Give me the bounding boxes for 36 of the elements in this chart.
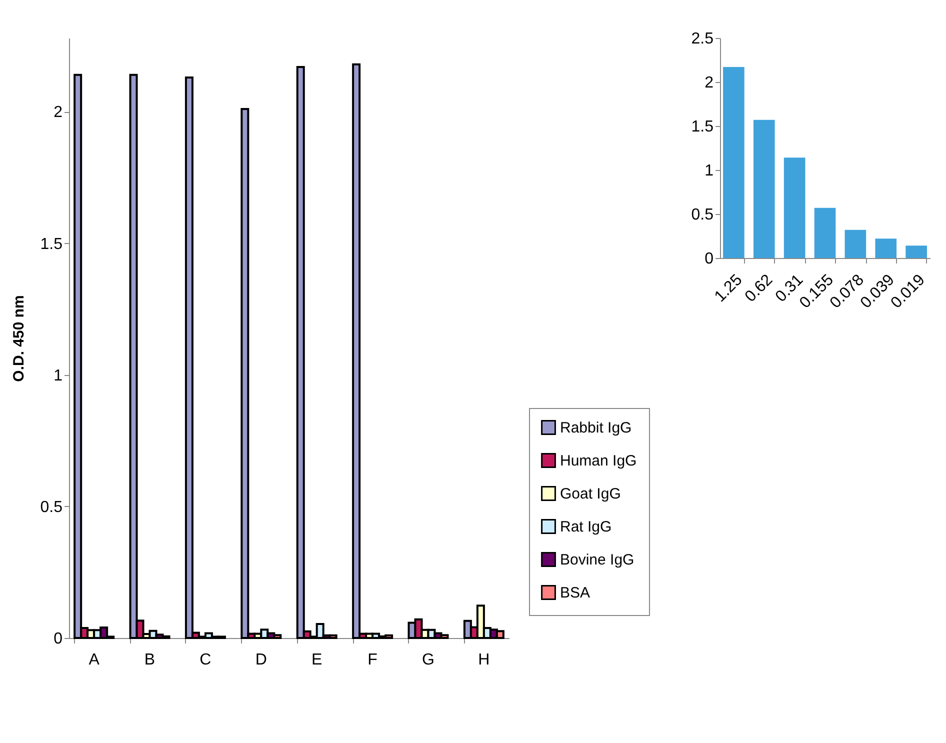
bar xyxy=(352,63,361,639)
x-tick-label: G xyxy=(422,652,434,668)
x-tick-label: F xyxy=(368,652,378,668)
y-tick-label: 2 xyxy=(54,104,63,122)
legend-label: Human IgG xyxy=(560,452,637,470)
x-tick-label: E xyxy=(312,652,322,668)
y-tick-label: 2.5 xyxy=(691,30,714,48)
bar xyxy=(814,208,836,258)
bar xyxy=(240,108,250,639)
bar xyxy=(844,230,866,258)
bar xyxy=(784,158,806,258)
y-axis-title: O.D. 450 nm xyxy=(10,295,28,382)
y-tick-label: 1 xyxy=(704,162,714,180)
legend-label: Rabbit IgG xyxy=(560,420,632,436)
x-tick-label: B xyxy=(144,652,156,668)
y-tick-label: 1.5 xyxy=(40,236,63,253)
x-tick-label: 0.62 xyxy=(742,271,776,306)
x-tick-label: C xyxy=(200,652,212,668)
y-tick-label: 0.5 xyxy=(691,206,714,224)
y-tick-label: 0.5 xyxy=(40,498,63,516)
y-tick-label: 1.5 xyxy=(691,118,714,136)
y-tick-label: 0 xyxy=(704,250,714,268)
y-tick-label: 0 xyxy=(54,630,63,648)
legend-label: Rat IgG xyxy=(560,518,612,536)
x-tick-label: H xyxy=(478,652,490,668)
x-tick-label: D xyxy=(255,652,267,668)
bar xyxy=(753,120,775,258)
y-tick-label: 1 xyxy=(54,367,63,384)
bar xyxy=(875,238,897,258)
legend-label: Goat IgG xyxy=(560,486,621,502)
legend-label: BSA xyxy=(560,584,590,602)
legend-label: Bovine IgG xyxy=(560,552,634,568)
y-tick-label: 2 xyxy=(704,74,714,92)
bar xyxy=(723,67,744,258)
bar xyxy=(906,246,927,258)
x-tick-label: A xyxy=(88,652,100,668)
